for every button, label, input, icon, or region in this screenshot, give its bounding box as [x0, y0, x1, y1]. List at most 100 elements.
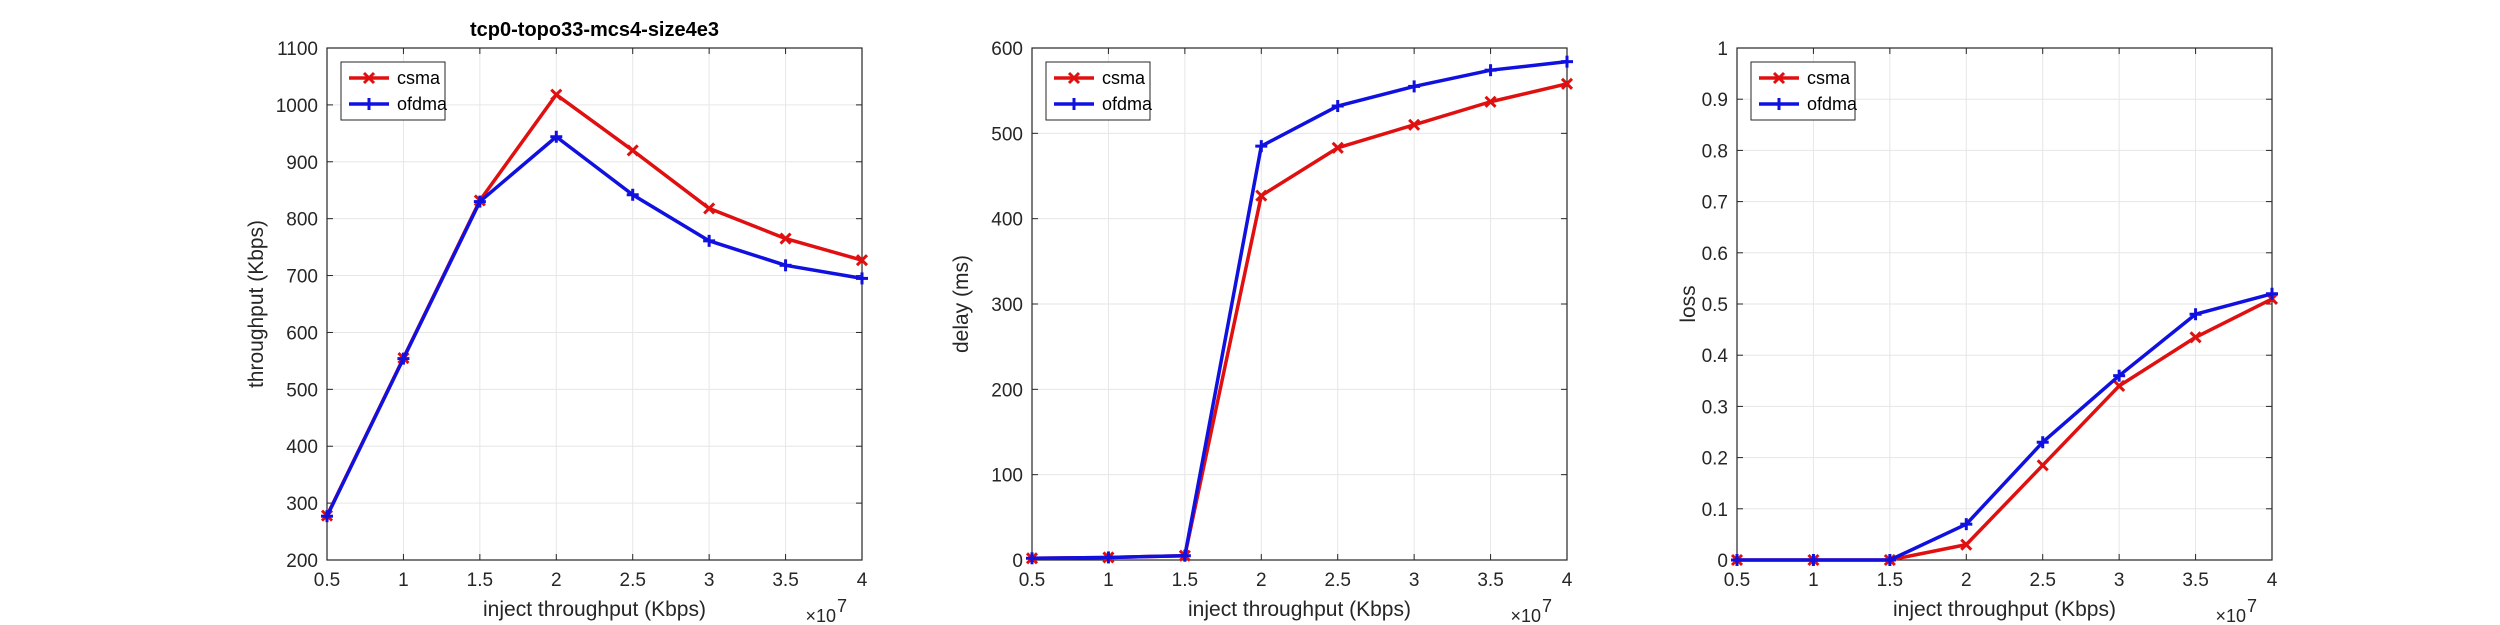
- y-tick-label: 0: [1717, 551, 1728, 572]
- data-point-ofdma: [1960, 518, 1973, 531]
- x-tick-label: 3: [704, 570, 715, 591]
- axes-frame: [1031, 47, 1568, 561]
- data-point-ofdma: [779, 259, 792, 272]
- x-multiplier-label: ×10: [2215, 606, 2246, 625]
- chart-panel-1: 0.5 1 1.5 2 2.5 3 3.5 4 200 300 400 500 600 700 800 900…: [245, 19, 869, 625]
- x-tick-label: 4: [1562, 570, 1573, 591]
- marker-x-stroke: [1560, 77, 1574, 90]
- x-multiplier-exponent: 7: [1542, 596, 1552, 616]
- axes-frame: [1736, 47, 2273, 561]
- data-point-ofdma: [1331, 100, 1344, 113]
- data-point-ofdma: [2189, 308, 2202, 321]
- x-tick-label: 1: [1103, 570, 1114, 591]
- legend: csma ofdma: [340, 61, 448, 121]
- x-tick-label: 0.5: [1724, 570, 1750, 591]
- data-point-csma: [2036, 459, 2049, 472]
- data-point-csma: [1408, 118, 1421, 131]
- data-point-ofdma: [1484, 64, 1497, 77]
- data-point-ofdma: [626, 188, 639, 201]
- legend-marker: [1067, 71, 1081, 85]
- data-point-ofdma: [1408, 80, 1421, 93]
- legend-label-ofdma: ofdma: [397, 94, 448, 114]
- legend-box: [1750, 61, 1856, 121]
- data-point-ofdma: [550, 130, 563, 143]
- data-point-ofdma: [856, 272, 868, 285]
- data-point-ofdma: [1883, 554, 1896, 566]
- legend-marker: [1772, 71, 1786, 85]
- legend: csma ofdma: [1750, 61, 1858, 121]
- y-tick-label: 400: [991, 210, 1023, 231]
- data-point-ofdma: [1026, 552, 1038, 565]
- x-tick-label: 4: [857, 570, 868, 591]
- data-point-ofdma: [1255, 140, 1268, 153]
- data-point-ofdma: [2266, 287, 2278, 300]
- legend-label-csma: csma: [1102, 68, 1146, 88]
- y-tick-label: 600: [286, 323, 318, 344]
- y-tick-label: 1: [1717, 39, 1728, 60]
- y-tick-label: 0.4: [1702, 346, 1729, 367]
- data-point-ofdma: [1178, 549, 1191, 562]
- y-tick-label: 1000: [276, 96, 318, 117]
- y-tick-label: 500: [991, 124, 1023, 145]
- y-tick-label: 0.9: [1702, 90, 1728, 111]
- y-axis-label: throughput (Kbps): [245, 220, 268, 388]
- plot-area: [327, 48, 862, 560]
- y-tick-label: 600: [991, 39, 1023, 60]
- marker-x-stroke: [2036, 459, 2049, 472]
- x-tick-label: 4: [2267, 570, 2278, 591]
- x-tick-label: 3.5: [1477, 570, 1503, 591]
- data-point-csma: [550, 88, 563, 101]
- x-multiplier-exponent: 7: [837, 596, 847, 616]
- legend-label-ofdma: ofdma: [1102, 94, 1153, 114]
- series-line-ofdma: [1031, 59, 1568, 561]
- y-tick-label: 200: [286, 551, 318, 572]
- legend-label-csma: csma: [1807, 68, 1851, 88]
- x-tick-label: 3.5: [772, 570, 798, 591]
- data-point-csma: [1331, 141, 1344, 154]
- x-tick-label: 1.5: [1172, 570, 1198, 591]
- legend-label-ofdma: ofdma: [1807, 94, 1858, 114]
- marker-x-stroke: [2189, 331, 2202, 344]
- marker-x-stroke: [855, 254, 869, 267]
- x-tick-label: 2: [551, 570, 562, 591]
- y-tick-label: 0.5: [1702, 295, 1728, 316]
- y-tick-label: 400: [286, 437, 318, 458]
- data-point-ofdma: [397, 352, 410, 365]
- data-point-csma: [855, 254, 869, 267]
- y-axis-label: loss: [1677, 285, 1700, 322]
- data-point-csma: [2113, 379, 2126, 392]
- y-tick-label: 700: [286, 267, 318, 288]
- x-tick-label: 2.5: [620, 570, 646, 591]
- y-tick-label: 0.8: [1702, 141, 1728, 162]
- y-tick-label: 900: [286, 153, 318, 174]
- y-tick-label: 300: [991, 295, 1023, 316]
- legend: csma ofdma: [1045, 61, 1153, 121]
- x-tick-label: 0.5: [1019, 570, 1045, 591]
- x-tick-label: 2: [1961, 570, 1972, 591]
- marker-x-stroke: [703, 202, 716, 215]
- x-tick-label: 1: [398, 570, 409, 591]
- y-tick-label: 0.2: [1702, 449, 1728, 470]
- axes-frame: [326, 47, 863, 561]
- data-point-csma: [1960, 538, 1973, 551]
- x-tick-label: 0.5: [314, 570, 340, 591]
- legend-marker: [362, 71, 376, 85]
- marker-x-stroke: [779, 232, 792, 245]
- y-tick-label: 0.3: [1702, 397, 1728, 418]
- marker-x-stroke: [626, 144, 639, 157]
- marker-x-stroke: [1408, 118, 1421, 131]
- x-axis-label: inject throughput (Kbps): [1893, 598, 2116, 621]
- data-point-csma: [2189, 331, 2202, 344]
- data-point-csma: [1255, 189, 1268, 202]
- data-point-ofdma: [1102, 551, 1115, 564]
- data-point-csma: [1560, 77, 1574, 90]
- y-tick-label: 800: [286, 210, 318, 231]
- y-tick-label: 0.1: [1702, 500, 1728, 521]
- chart-panel-2: 0.5 1 1.5 2 2.5 3 3.5 4 0 100 200 300 400 500 600 injec…: [950, 39, 1574, 625]
- data-point-ofdma: [1807, 554, 1820, 566]
- series-line-ofdma: [1737, 292, 2273, 562]
- data-point-csma: [626, 144, 639, 157]
- y-tick-label: 1100: [277, 39, 318, 60]
- x-axis-label: inject throughput (Kbps): [1188, 598, 1411, 621]
- x-tick-label: 2: [1256, 570, 1267, 591]
